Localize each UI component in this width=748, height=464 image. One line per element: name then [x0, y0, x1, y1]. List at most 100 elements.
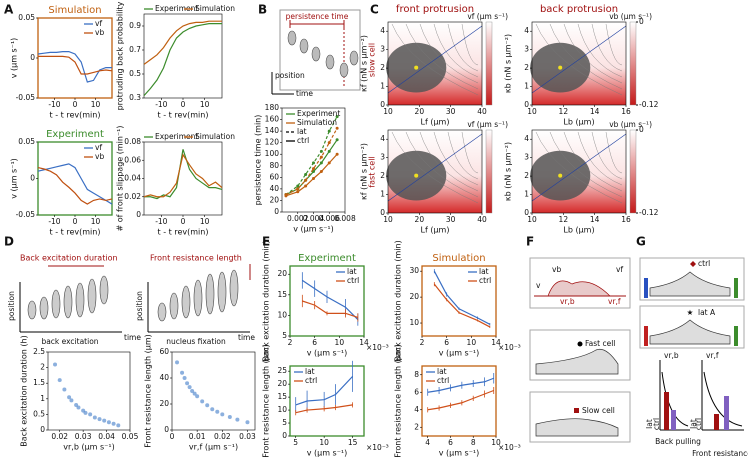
series-line — [37, 166, 113, 205]
y-tick-label: 20 — [277, 379, 287, 388]
y-tick-label: 0.06 — [124, 155, 141, 164]
series-line — [285, 153, 338, 197]
x-tick-label: 14 — [359, 338, 369, 347]
legend-label: Experiment — [297, 109, 340, 118]
y-tick-label: -0.05 — [16, 210, 36, 219]
y-tick-label: 0 — [30, 53, 35, 62]
plot-frame — [421, 365, 497, 437]
x-axis-label: t - t rev(min) — [158, 111, 209, 120]
x-tick-label: 10 — [383, 215, 393, 224]
y-tick-label: 140 — [265, 126, 280, 135]
panel-letter: B — [258, 3, 267, 17]
point-marker — [319, 170, 323, 174]
point-marker — [312, 161, 315, 165]
y-tick-label: 0.02 — [124, 192, 141, 201]
panel-letter: G — [636, 235, 646, 249]
separatrix — [531, 25, 627, 94]
streamline — [447, 131, 479, 180]
scatter-point — [192, 391, 197, 396]
x-tick-label: 0.008 — [334, 214, 356, 223]
y-axis-label: Front resistance length (μm) — [394, 344, 403, 458]
diagram-label: time — [238, 333, 255, 342]
x-axis-note: ×10⁻³ — [498, 443, 521, 452]
x-tick-label: 0.04 — [98, 432, 115, 441]
separatrix — [387, 25, 483, 94]
streamline — [391, 23, 479, 96]
model-diagrams: v vb vf vr,b vr,f Fast cell Slow cell — [529, 257, 631, 443]
streamline — [605, 131, 623, 174]
y-tick-label: 2.5 — [33, 347, 45, 356]
cell — [649, 319, 731, 345]
streamline — [549, 131, 623, 198]
colorbar-label: vf (μm s⁻¹) — [467, 12, 508, 21]
scatter-point — [200, 399, 205, 404]
cell — [229, 269, 239, 307]
x-axis-label: v (μm s⁻¹) — [293, 225, 334, 234]
legend-label: ctrl — [437, 376, 449, 385]
y-axis-label: v (μm s⁻¹) — [10, 158, 19, 199]
cell — [99, 275, 109, 305]
diagram-label: time — [296, 89, 313, 98]
y-tick-label: 3 — [524, 153, 529, 162]
point-marker — [312, 167, 315, 171]
scatter-point — [67, 395, 72, 400]
y-tick-label: 2 — [40, 363, 45, 372]
chart-title: Experiment — [46, 129, 104, 140]
colorbar — [629, 129, 637, 214]
cell — [181, 285, 191, 319]
legend-label: vf — [95, 143, 102, 152]
y-tick-label: 3 — [380, 153, 385, 162]
chart-title: Experiment — [298, 253, 356, 264]
x-tick-label: 5 — [293, 438, 298, 447]
scatter-point — [111, 421, 116, 426]
x-axis-label: Lf (μm) — [421, 226, 450, 235]
streamline — [563, 23, 623, 84]
y-tick-label: 0.04 — [124, 174, 141, 183]
legend-label: vb — [95, 152, 104, 161]
cell — [217, 271, 227, 313]
y-tick-label: 0 — [164, 425, 169, 434]
x-tick-label: 0.03 — [75, 432, 92, 441]
y-tick-label: -0.05 — [16, 93, 36, 102]
x-tick-label: 12 — [559, 107, 569, 116]
marker — [577, 341, 583, 347]
y-tick-label: 20 — [409, 292, 419, 301]
y-tick-label: 15 — [277, 290, 287, 299]
x-tick-label: 10 — [319, 438, 329, 447]
x-axis-label: vr,b (μm s⁻¹) — [63, 443, 114, 452]
x-tick-label: 20 — [415, 215, 425, 224]
y-tick-label: 4 — [380, 26, 385, 35]
y-tick-label: 15 — [277, 392, 287, 401]
plot-frame — [421, 265, 497, 337]
streamline — [405, 23, 479, 90]
chart-title: front protrusion — [396, 4, 474, 15]
point-marker — [335, 115, 339, 119]
cell — [157, 302, 167, 322]
x-tick-label: 2 — [288, 338, 293, 347]
legend-label: lat — [297, 127, 307, 136]
diagram-label: Slow cell — [582, 406, 615, 415]
x-tick-label: 40 — [477, 215, 487, 224]
legend-label: Experiment — [155, 4, 198, 13]
x-axis-label: v (μm s⁻¹) — [307, 449, 348, 458]
colorbar-tick-label: 0 — [639, 17, 644, 26]
streamline — [591, 23, 623, 72]
colorbar-tick-label: -0.12 — [639, 208, 659, 217]
streamline — [577, 131, 623, 186]
cell — [63, 285, 73, 319]
marker — [574, 408, 579, 413]
legend-label: vb — [95, 28, 104, 37]
x-tick-label: 10 — [491, 438, 501, 447]
scatter-point — [235, 417, 240, 422]
colorbar-tick-label: 0 — [639, 125, 644, 134]
x-tick-label: 14 — [491, 338, 501, 347]
bar-icon — [724, 396, 729, 430]
x-tick-label: 6 — [448, 438, 453, 447]
scatter-point — [227, 415, 232, 419]
plot-frame — [387, 21, 483, 106]
x-tick-label: 15 — [348, 438, 358, 447]
scatter-point — [220, 412, 225, 417]
x-tick-label: 30 — [446, 215, 456, 224]
y-tick-label: 1 — [524, 190, 529, 199]
